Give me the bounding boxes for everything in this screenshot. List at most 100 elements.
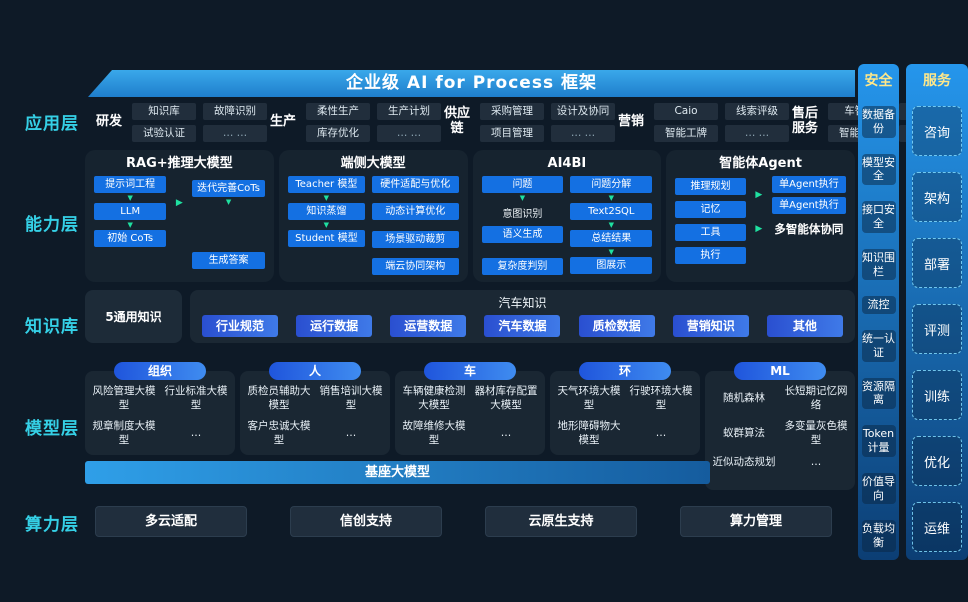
flow-node: 问题分解	[570, 176, 653, 193]
app-item: 知识库	[132, 102, 196, 120]
model-pill: 组织	[114, 362, 206, 380]
app-group-title: 供应链	[443, 106, 470, 136]
flow-node: 知识蒸馏	[287, 203, 365, 220]
model-item-more: …	[500, 427, 512, 440]
cap-box-ai4bi: AI4BI 问题 意图识别 语义生成 复杂度判别 问题分解 Text2SQL 总…	[472, 150, 662, 282]
layer-label-capability: 能力层	[25, 215, 79, 235]
model-item: 随机森林	[723, 391, 765, 404]
flow-node: Text2SQL	[570, 203, 653, 220]
service-item: 运维	[912, 502, 962, 552]
security-item: 资源隔离	[861, 377, 896, 410]
flow-node: 场景驱动裁剪	[371, 230, 459, 248]
security-item: 价值导向	[861, 472, 896, 505]
arrow-down-icon	[288, 220, 365, 230]
app-item: 设计及协同	[551, 102, 615, 120]
app-item: 生产计划	[377, 102, 441, 120]
security-item: 接口安全	[861, 201, 896, 233]
model-item: 长短期记忆网络	[784, 385, 848, 411]
model-item: 风险管理大模型	[92, 385, 156, 411]
app-item: 采购管理	[480, 102, 544, 120]
app-group-items: 采购管理 设计及协同 项目管理 … …	[480, 102, 615, 142]
foundation-model-bar: 基座大模型	[85, 461, 710, 484]
model-col-ml: ML 随机森林 长短期记忆网络 蚁群算法 多变量灰色模型 近似动态规划 …	[705, 362, 855, 490]
arrow-right-icon	[176, 198, 183, 208]
knowledge-pill: 行业规范	[202, 315, 278, 337]
knowledge-pill: 质检数据	[578, 315, 655, 337]
flow-node: 总结结果	[570, 230, 653, 247]
arrow-right-icon	[755, 190, 762, 200]
model-pill: ML	[734, 362, 826, 380]
layer-label-model: 模型层	[25, 419, 79, 439]
service-item: 训练	[912, 370, 962, 420]
app-group-title: 营销	[617, 113, 644, 129]
app-group-title: 研发	[95, 113, 122, 129]
layer-label-knowledge: 知识库	[25, 317, 79, 337]
model-item: 销售培训大模型	[319, 385, 383, 411]
model-pill: 环	[579, 362, 671, 380]
compute-layer-row: 多云适配 信创支持 云原生支持 算力管理	[95, 506, 832, 537]
flow-node: 复杂度判别	[481, 258, 564, 275]
app-item: Caio	[654, 102, 718, 120]
model-col-environment: 环 天气环境大模型 行驶环境大模型 地形障碍物大模型 …	[550, 362, 700, 455]
arrow-down-icon	[482, 193, 564, 203]
application-layer-row: 研发 知识库 故障识别 试验认证 … … 生产 柔性生产 生产计划 库存优化 ……	[93, 100, 963, 144]
capability-layer-row: RAG+推理大模型 提示词工程 LLM 初始 CoTs 迭代完善CoTs 生成答…	[85, 150, 855, 282]
service-item: 部署	[912, 238, 962, 288]
service-panel-title: 服务	[923, 73, 951, 89]
model-item: 客户忠诚大模型	[247, 420, 311, 446]
flow-node: 工具	[675, 224, 746, 241]
flow-node: 初始 CoTs	[94, 230, 167, 247]
security-panel-title: 安全	[864, 73, 893, 89]
model-item-more: …	[655, 427, 667, 440]
flow-node: 动态计算优化	[371, 203, 459, 221]
arrow-down-icon	[192, 197, 264, 207]
service-item: 评测	[912, 304, 962, 354]
layer-label-application: 应用层	[25, 114, 79, 134]
app-item-more: … …	[725, 124, 789, 142]
security-item: 流控	[861, 296, 896, 315]
flow-node: 执行	[675, 247, 746, 264]
app-group-supplychain: 供应链 采购管理 设计及协同 项目管理 … …	[441, 102, 615, 142]
security-item: 知识围栏	[861, 248, 896, 281]
model-item-more: …	[810, 455, 822, 468]
model-pill: 车	[424, 362, 516, 380]
app-item: 线索评级	[725, 102, 789, 120]
arrow-down-icon	[570, 193, 652, 203]
model-item-more: …	[190, 427, 202, 440]
flow-node: Teacher 模型	[287, 176, 365, 193]
knowledge-pill: 汽车数据	[484, 315, 561, 337]
service-item: 咨询	[912, 106, 962, 156]
compute-item: 信创支持	[290, 506, 442, 537]
service-panel: 服务 咨询 架构 部署 评测 训练 优化 运维	[906, 64, 968, 560]
security-item: 负载均衡	[861, 520, 896, 552]
app-group-production: 生产 柔性生产 生产计划 库存优化 … …	[267, 102, 441, 142]
app-item-more: … …	[551, 124, 615, 142]
flow-text: 意图识别	[502, 209, 543, 220]
flow-node: 图展示	[570, 257, 653, 274]
arrow-down-icon	[94, 193, 166, 203]
flow-node: 语义生成	[481, 226, 564, 243]
flow-node: 生成答案	[192, 252, 265, 269]
cap-box-agent: 智能体Agent 推理规划 记忆 工具 执行 单Agent执行 单Agent执行…	[666, 150, 855, 282]
model-item: 器材库存配置大模型	[474, 385, 538, 411]
app-group-items: Caio 线索评级 智能工牌 … …	[654, 102, 789, 142]
arrow-down-icon	[288, 193, 365, 203]
flow-node: 问题	[481, 176, 564, 193]
security-item: 模型安全	[861, 153, 896, 186]
app-group-items: 柔性生产 生产计划 库存优化 … …	[306, 102, 441, 142]
app-group-marketing: 营销 Caio 线索评级 智能工牌 … …	[615, 102, 789, 142]
app-group-title: 售后服务	[791, 106, 818, 136]
flow-node: 硬件适配与优化	[371, 176, 459, 193]
layer-label-compute: 算力层	[25, 515, 79, 535]
arrow-right-icon	[755, 224, 762, 234]
model-item: 近似动态规划	[712, 455, 776, 468]
flow-node: 推理规划	[675, 178, 746, 195]
flow-node: LLM	[94, 203, 167, 220]
flow-node: Student 模型	[287, 230, 365, 247]
knowledge-pill-row: 行业规范 运行数据 运营数据 汽车数据 质检数据 营销知识 其他	[190, 311, 855, 337]
knowledge-pill: 运营数据	[390, 315, 467, 337]
model-item: 故障维修大模型	[402, 420, 466, 446]
arrow-down-icon	[570, 247, 652, 257]
compute-item: 云原生支持	[485, 506, 637, 537]
